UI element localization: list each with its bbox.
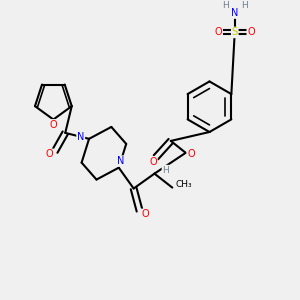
Text: O: O	[141, 209, 149, 219]
Text: O: O	[247, 27, 255, 38]
Text: N: N	[77, 132, 84, 142]
Text: O: O	[187, 149, 195, 159]
Text: O: O	[46, 149, 53, 159]
Text: O: O	[214, 27, 222, 38]
Text: N: N	[231, 8, 238, 18]
Text: H: H	[222, 1, 229, 10]
Text: S: S	[232, 27, 238, 38]
Text: CH₃: CH₃	[175, 180, 192, 189]
Text: O: O	[50, 120, 57, 130]
Text: H: H	[241, 1, 247, 10]
Text: O: O	[149, 157, 157, 167]
Text: H: H	[162, 166, 169, 175]
Text: N: N	[117, 156, 124, 166]
